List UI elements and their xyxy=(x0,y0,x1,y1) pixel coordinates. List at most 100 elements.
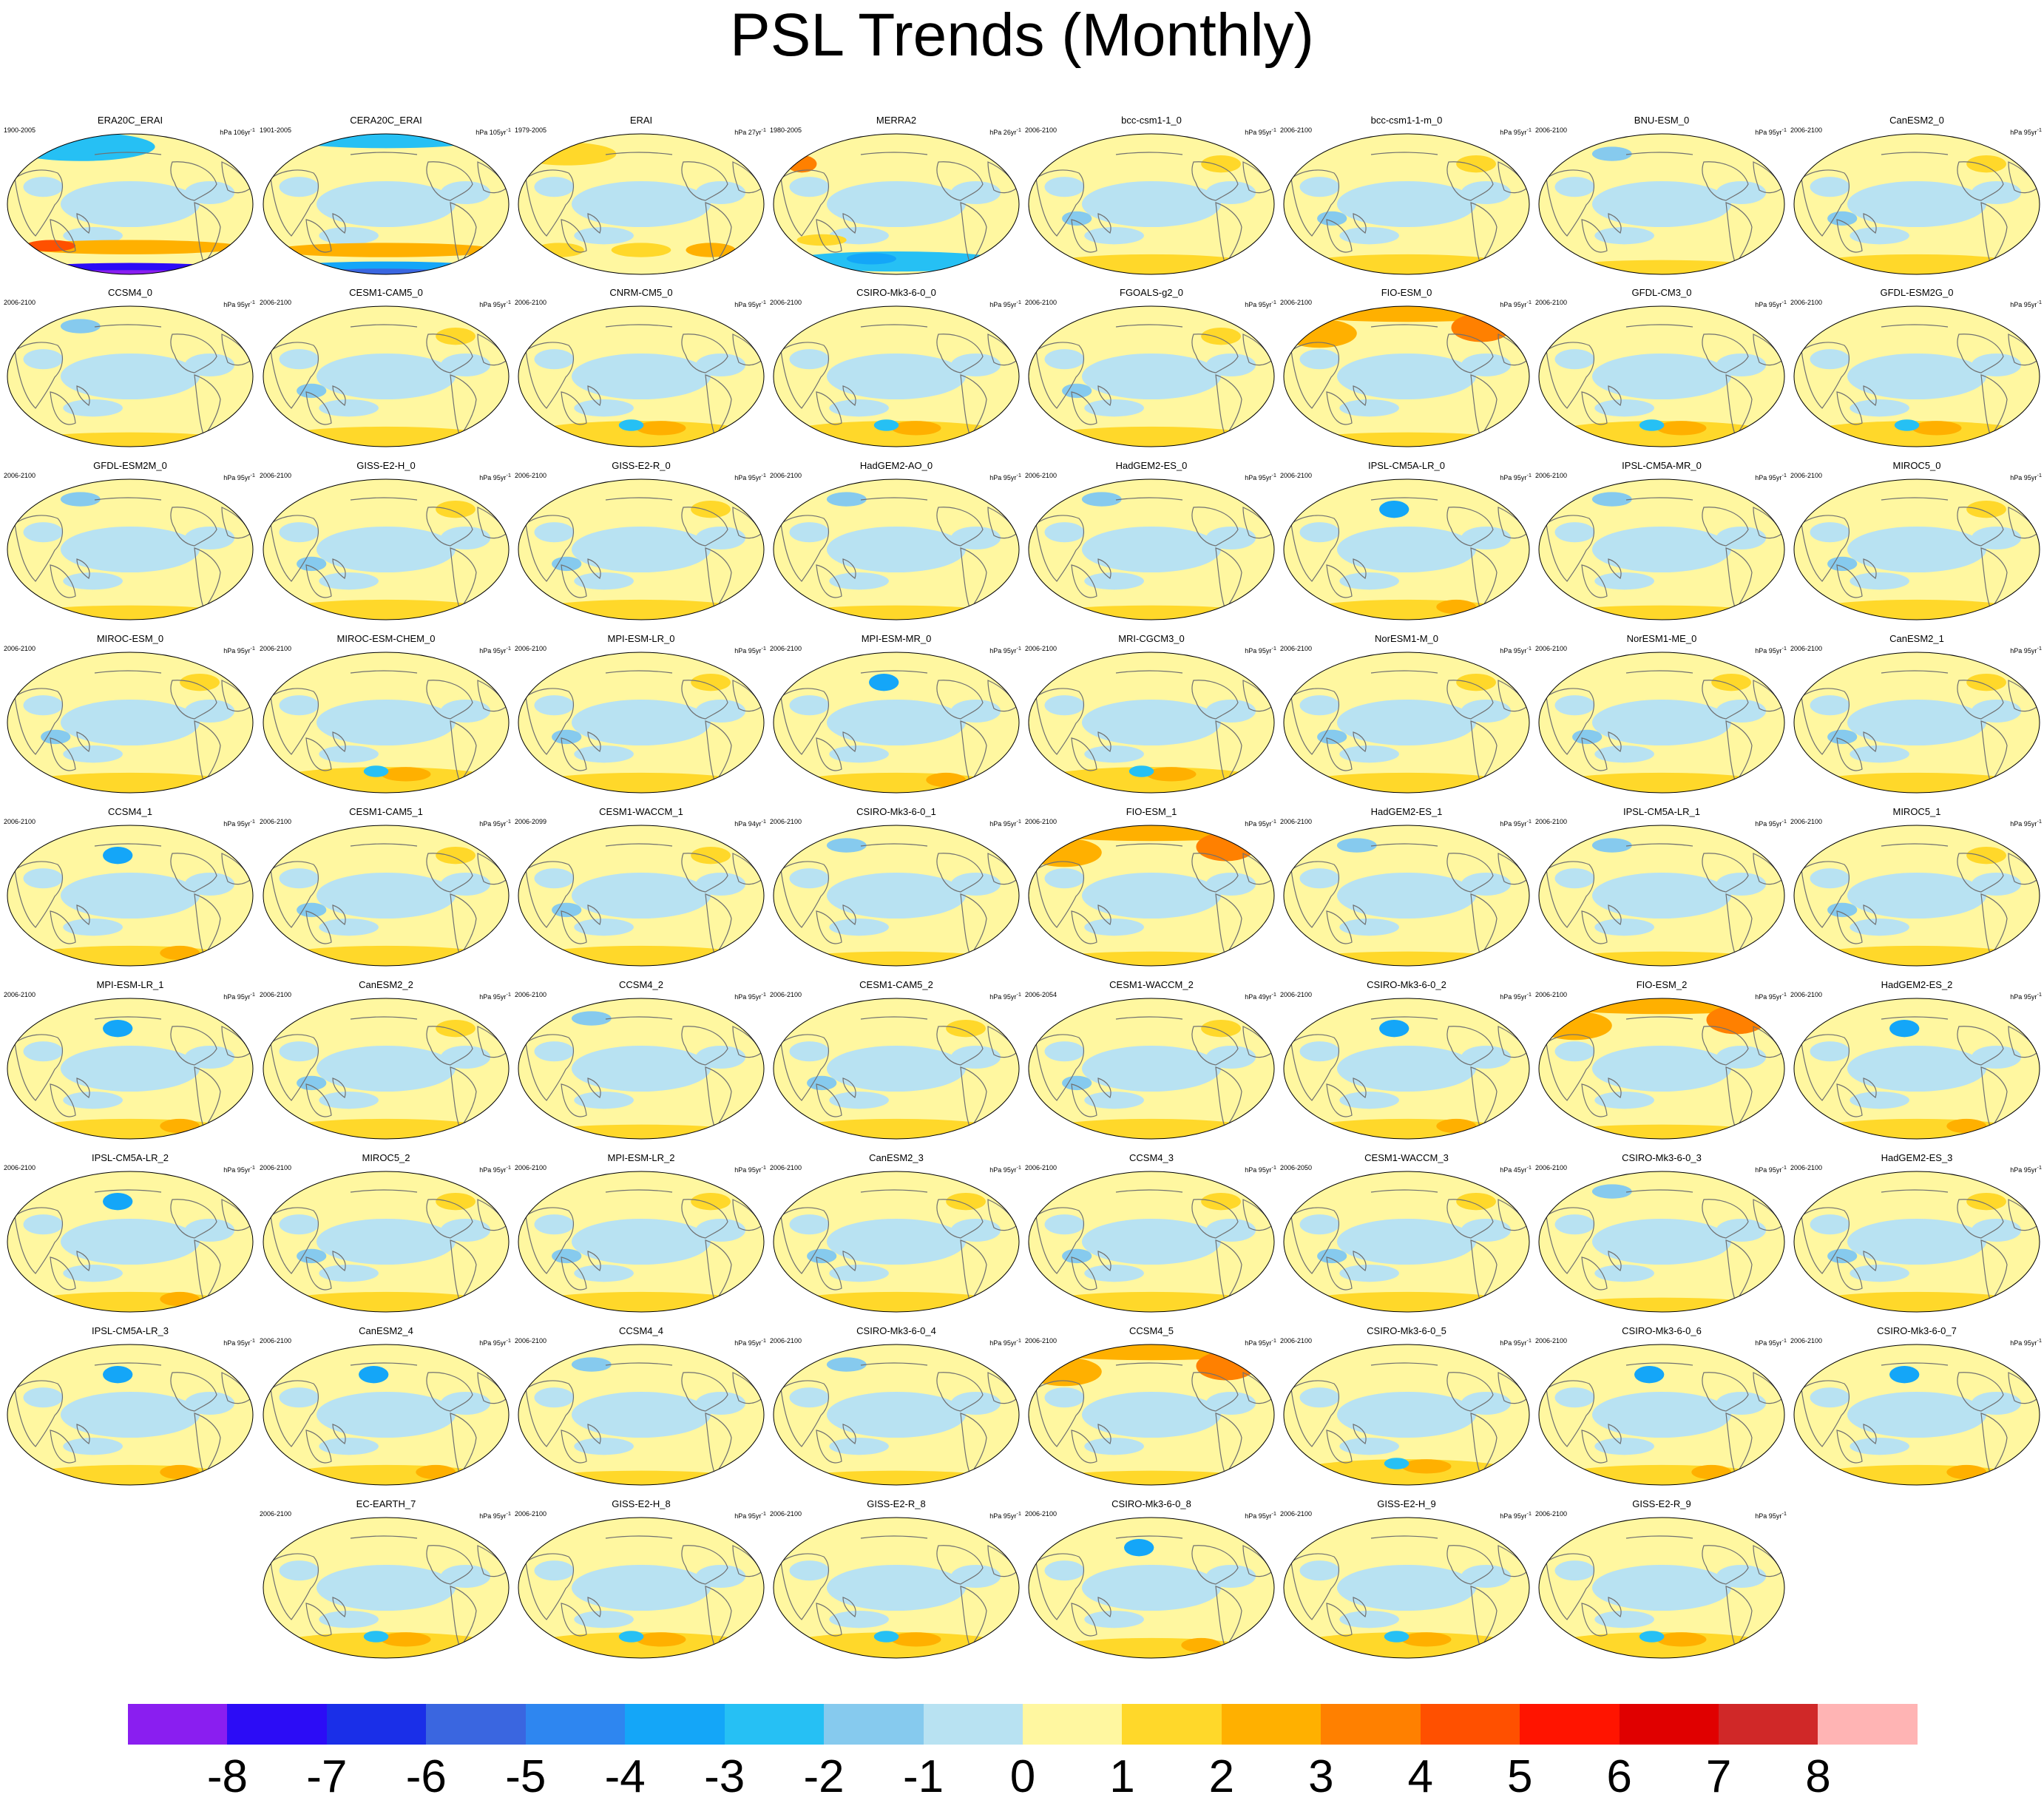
map-panel: NorESM1-ME_0 2006-2100 hPa 95yr-1 xyxy=(1534,633,1790,805)
panel-period: 2006-2100 xyxy=(260,299,292,306)
panel-title: FIO-ESM_0 xyxy=(1381,287,1432,298)
panel-period: 2006-2100 xyxy=(515,1337,547,1344)
panel-units: hPa 95yr-1 xyxy=(1755,126,1787,136)
panel-units: hPa 95yr-1 xyxy=(989,1510,1021,1520)
panel-title: FIO-ESM_2 xyxy=(1636,979,1688,990)
panel-title: FGOALS-g2_0 xyxy=(1120,287,1183,298)
colorbar-box xyxy=(227,1704,327,1745)
colorbar-label: 1 xyxy=(1109,1751,1135,1802)
globe-map-icon xyxy=(773,1517,1020,1659)
colorbar-box xyxy=(1321,1704,1421,1745)
colorbar-box xyxy=(1022,1704,1123,1745)
panel-period: 1900-2005 xyxy=(4,126,36,134)
map-panel: MRI-CGCM3_0 2006-2100 hPa 95yr-1 xyxy=(1023,633,1279,805)
panel-period: 2006-2100 xyxy=(260,1337,292,1344)
globe-map-icon xyxy=(1283,652,1530,794)
panel-title: FIO-ESM_1 xyxy=(1126,806,1177,817)
colorbar-box xyxy=(1520,1704,1620,1745)
panel-title: GISS-E2-H_9 xyxy=(1377,1498,1436,1509)
panel-units: hPa 95yr-1 xyxy=(1755,645,1787,654)
panel-title: HadGEM2-AO_0 xyxy=(859,460,933,471)
globe-map-icon xyxy=(7,133,254,275)
panel-units: hPa 95yr-1 xyxy=(479,472,511,481)
globe-map-icon xyxy=(1793,478,2040,620)
colorbar-label: -1 xyxy=(902,1751,944,1802)
colorbar-label: 0 xyxy=(1009,1751,1036,1802)
panel-period: 2006-2100 xyxy=(1790,645,1823,652)
panel-units: hPa 95yr-1 xyxy=(1245,126,1276,136)
map-panel: GFDL-ESM2M_0 2006-2100 hPa 95yr-1 xyxy=(2,460,258,632)
panel-period: 2006-2100 xyxy=(4,645,36,652)
panel-units: hPa 95yr-1 xyxy=(1500,991,1532,1001)
panel-units: hPa 95yr-1 xyxy=(1500,472,1532,481)
colorbar-label: 3 xyxy=(1308,1751,1334,1802)
globe-map-icon xyxy=(1283,825,1530,967)
map-panel: MPI-ESM-LR_1 2006-2100 hPa 95yr-1 xyxy=(2,979,258,1151)
map-panel: IPSL-CM5A-LR_1 2006-2100 hPa 95yr-1 xyxy=(1534,806,1790,978)
panel-units: hPa 95yr-1 xyxy=(479,299,511,308)
panel-units: hPa 95yr-1 xyxy=(1245,1510,1276,1520)
panel-title: MIROC5_2 xyxy=(362,1152,410,1163)
panel-units: hPa 95yr-1 xyxy=(734,1337,766,1347)
panel-units: hPa 95yr-1 xyxy=(223,472,255,481)
panel-units: hPa 106yr-1 xyxy=(220,126,255,136)
panel-period: 2006-2100 xyxy=(1025,472,1057,479)
globe-map-icon xyxy=(1538,998,1785,1140)
globe-map-icon xyxy=(7,1344,254,1486)
panel-units: hPa 95yr-1 xyxy=(1500,1510,1532,1520)
globe-map-icon xyxy=(773,1344,1020,1486)
panel-title: CanESM2_3 xyxy=(869,1152,924,1163)
map-panel: CESM1-WACCM_2 2006-2054 hPa 49yr-1 xyxy=(1023,979,1279,1151)
panel-period: 2006-2100 xyxy=(1280,472,1313,479)
panel-units: hPa 95yr-1 xyxy=(734,645,766,654)
panel-units: hPa 95yr-1 xyxy=(2010,126,2042,136)
panel-title: CSIRO-Mk3-6-0_8 xyxy=(1111,1498,1191,1509)
colorbar-box xyxy=(625,1704,725,1745)
globe-map-icon xyxy=(773,652,1020,794)
panel-title: GFDL-ESM2M_0 xyxy=(93,460,167,471)
panel-title: MPI-ESM-LR_2 xyxy=(607,1152,675,1163)
map-panel: CanESM2_3 2006-2100 hPa 95yr-1 xyxy=(768,1152,1024,1324)
map-panel: CanESM2_0 2006-2100 hPa 95yr-1 xyxy=(1789,115,2044,286)
map-panel: MIROC5_2 2006-2100 hPa 95yr-1 xyxy=(258,1152,514,1324)
panel-period: 2006-2054 xyxy=(1025,991,1057,998)
panel-title: bcc-csm1-1-m_0 xyxy=(1370,115,1443,126)
map-panel: GISS-E2-R_9 2006-2100 hPa 95yr-1 xyxy=(1534,1498,1790,1670)
map-panel: GFDL-ESM2G_0 2006-2100 hPa 95yr-1 xyxy=(1789,287,2044,459)
panel-title: CESM1-CAM5_0 xyxy=(349,287,423,298)
panel-title: CESM1-CAM5_2 xyxy=(859,979,933,990)
panel-period: 2006-2100 xyxy=(1790,299,1823,306)
panel-title: IPSL-CM5A-LR_3 xyxy=(91,1325,169,1336)
globe-map-icon xyxy=(773,478,1020,620)
panel-period: 2006-2100 xyxy=(260,472,292,479)
map-panel: CESM1-CAM5_0 2006-2100 hPa 95yr-1 xyxy=(258,287,514,459)
panel-period: 1980-2005 xyxy=(770,126,802,134)
map-panel: CSIRO-Mk3-6-0_3 2006-2100 hPa 95yr-1 xyxy=(1534,1152,1790,1324)
colorbar-box xyxy=(1420,1704,1520,1745)
panel-title: GISS-E2-R_0 xyxy=(612,460,671,471)
globe-map-icon xyxy=(1283,305,1530,447)
panel-units: hPa 95yr-1 xyxy=(1245,299,1276,308)
colorbar-label: -6 xyxy=(405,1751,447,1802)
panel-title: GISS-E2-H_0 xyxy=(356,460,416,471)
panel-period: 2006-2100 xyxy=(260,991,292,998)
globe-map-icon xyxy=(263,1171,510,1313)
colorbar-label: -5 xyxy=(505,1751,546,1802)
map-panel: MIROC-ESM_0 2006-2100 hPa 95yr-1 xyxy=(2,633,258,805)
panel-units: hPa 95yr-1 xyxy=(1755,1337,1787,1347)
panel-title: NorESM1-M_0 xyxy=(1375,633,1438,644)
globe-map-icon xyxy=(1283,1171,1530,1313)
panel-units: hPa 95yr-1 xyxy=(223,299,255,308)
panel-period: 2006-2100 xyxy=(1535,472,1568,479)
panel-units: hPa 49yr-1 xyxy=(1245,991,1276,1001)
map-panel: CERA20C_ERAI 1901-2005 hPa 105yr-1 xyxy=(258,115,514,286)
panel-title: CSIRO-Mk3-6-0_1 xyxy=(856,806,936,817)
panel-units: hPa 95yr-1 xyxy=(1500,126,1532,136)
colorbar-box xyxy=(824,1704,924,1745)
panel-period: 2006-2100 xyxy=(4,818,36,825)
panel-period: 2006-2100 xyxy=(1535,1510,1568,1518)
panel-title: MERRA2 xyxy=(876,115,917,126)
map-panel: CSIRO-Mk3-6-0_8 2006-2100 hPa 95yr-1 xyxy=(1023,1498,1279,1670)
globe-map-icon xyxy=(1538,1517,1785,1659)
panel-title: MRI-CGCM3_0 xyxy=(1118,633,1185,644)
